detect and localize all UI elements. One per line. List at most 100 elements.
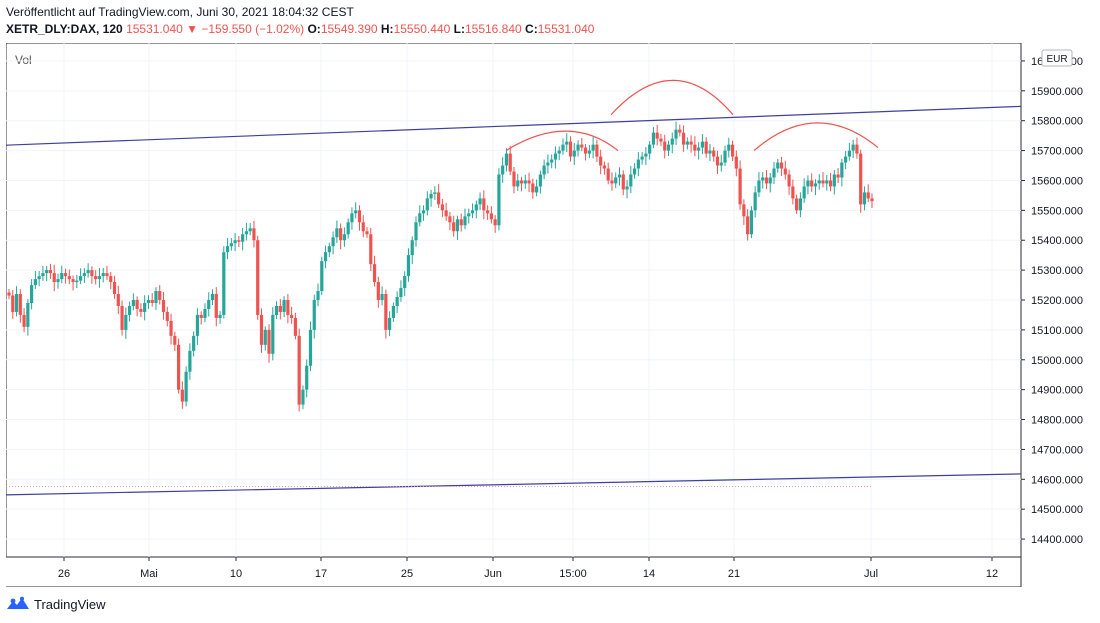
candle-body [802, 186, 806, 199]
candle-body [139, 308, 143, 312]
candle-body [828, 180, 833, 187]
candle-body [448, 216, 452, 223]
candle-body [203, 308, 207, 318]
candle-body [648, 144, 652, 154]
candles [7, 121, 874, 412]
candle-body [730, 144, 735, 157]
pattern-arc[interactable] [753, 122, 879, 152]
time-tick-label: 21 [728, 568, 740, 580]
candle-body [757, 180, 761, 193]
time-tick-label: Jun [484, 568, 502, 580]
candle-body [161, 300, 166, 312]
candle-body [704, 141, 708, 154]
price-axis: 14400.000 14500.000 14600.000 14700.000 1480… [6, 56, 1083, 546]
trendline[interactable] [6, 105, 1022, 146]
candle-body [26, 302, 30, 327]
candle-body [798, 198, 802, 211]
candle-body [71, 279, 75, 283]
candle-body [372, 264, 377, 283]
candle-body [779, 162, 784, 169]
tradingview-logo-icon [7, 596, 29, 609]
trendline[interactable] [6, 473, 1022, 496]
candle-body [437, 192, 441, 205]
candle-body [278, 305, 282, 312]
candle-body [105, 273, 109, 277]
candle-body [651, 132, 656, 145]
pattern-arc[interactable] [505, 130, 619, 152]
candle-body [339, 228, 343, 241]
candle-body [753, 192, 757, 211]
candle-body [493, 219, 497, 226]
candle-body [512, 171, 516, 187]
candle-body [467, 213, 471, 217]
candle-body [180, 389, 184, 402]
price-tick-label: 15800.000 [1031, 116, 1083, 128]
candle-body [583, 147, 588, 154]
time-tick-label: 10 [230, 568, 242, 580]
candle-body [768, 177, 772, 184]
candle-body [214, 294, 218, 318]
tradingview-brand[interactable]: TradingView [6, 596, 106, 612]
candle-body [418, 213, 422, 223]
candle-body [79, 276, 83, 281]
candle-body [184, 371, 188, 402]
candle-body [380, 294, 384, 300]
currency-badge[interactable]: EUR [1041, 49, 1073, 67]
candle-body [546, 162, 550, 166]
candle-body [369, 234, 373, 265]
candle-body [154, 291, 158, 303]
candle-body [357, 210, 362, 223]
candle-body [11, 295, 15, 312]
candle-body [655, 132, 659, 139]
price-chart[interactable]: Vol 14400.000 14500.000 14600.000 14700.000… [6, 43, 1100, 587]
candle-body [508, 153, 512, 172]
candle-body [120, 305, 124, 330]
candle-body [806, 180, 810, 187]
candle-body [195, 314, 200, 336]
candle-body [632, 168, 637, 175]
candle-body [41, 273, 45, 277]
candle-body [470, 210, 475, 214]
candle-body [399, 288, 403, 298]
candle-body [723, 150, 727, 163]
candle-body [361, 222, 365, 232]
candle-body [18, 294, 22, 315]
candle-body [384, 294, 388, 330]
pattern-arc[interactable] [610, 79, 734, 116]
candle-body [617, 174, 622, 178]
price-tick-label: 15900.000 [1031, 86, 1083, 98]
high-label: H: [380, 22, 394, 36]
candle-body [764, 177, 769, 184]
candle-body [708, 150, 712, 154]
candle-body [851, 144, 855, 151]
candle-body [350, 213, 354, 223]
candle-body [742, 204, 746, 217]
price-tick-label: 14900.000 [1031, 385, 1083, 397]
price-change: −159.550 (−1.02%) [201, 22, 305, 36]
candle-body [271, 314, 275, 354]
candle-body [346, 222, 350, 235]
candle-body [689, 141, 693, 145]
candle-body [188, 350, 192, 372]
candle-body [320, 261, 324, 292]
candle-body [504, 153, 509, 166]
candle-body [143, 302, 147, 312]
candle-body [116, 294, 120, 306]
candle-body [14, 294, 19, 312]
price-tick-label: 15300.000 [1031, 265, 1083, 277]
time-tick-label: Jul [864, 568, 878, 580]
down-arrow-icon: ▼ [186, 22, 199, 36]
candle-body [629, 174, 633, 187]
candle-body [391, 305, 395, 318]
candle-body [274, 305, 279, 315]
candle-body [685, 141, 689, 145]
candle-body [538, 174, 542, 187]
price-tick-label: 14700.000 [1031, 444, 1083, 456]
candle-body [165, 311, 169, 321]
candle-body [862, 192, 867, 205]
candle-body [534, 186, 539, 193]
candle-body [870, 198, 874, 202]
candle-body [388, 317, 392, 330]
candle-body [519, 180, 524, 184]
candle-body [501, 165, 505, 175]
